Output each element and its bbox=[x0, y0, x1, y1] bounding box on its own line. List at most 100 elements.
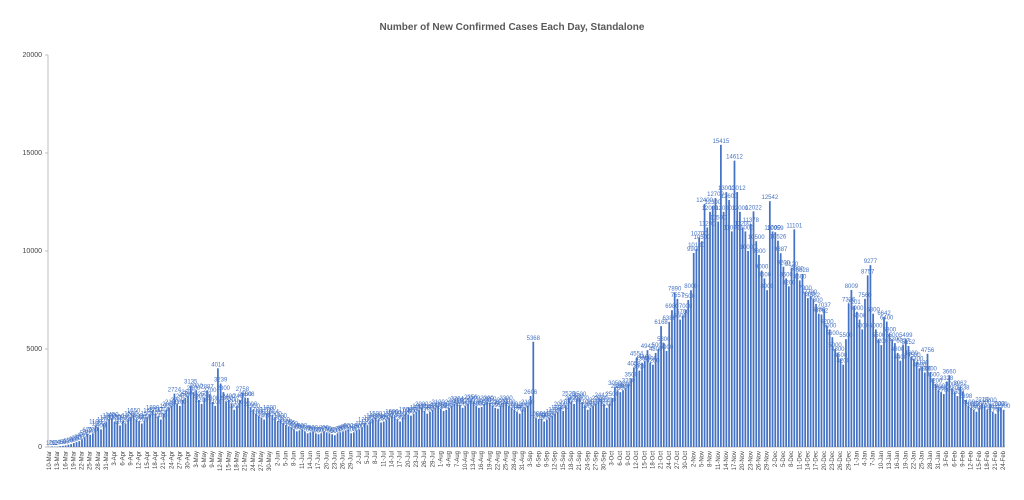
bar bbox=[918, 368, 921, 447]
value-label: 5500 bbox=[885, 333, 899, 339]
value-label: 1700 bbox=[399, 408, 413, 414]
bar bbox=[195, 390, 198, 447]
x-tick-label: 5-Jun bbox=[283, 451, 289, 466]
bar bbox=[975, 411, 978, 447]
value-label: 2900 bbox=[189, 384, 203, 390]
bar bbox=[600, 399, 603, 447]
bar bbox=[774, 232, 777, 447]
bar bbox=[391, 415, 393, 447]
value-label: 2300 bbox=[219, 396, 233, 402]
bar bbox=[314, 433, 317, 447]
bar bbox=[488, 402, 491, 447]
bar bbox=[83, 437, 86, 447]
value-label: 1350 bbox=[372, 415, 386, 421]
bar bbox=[453, 403, 456, 447]
value-label: 1300 bbox=[100, 416, 114, 422]
value-label: 2100 bbox=[431, 400, 445, 406]
value-label: 1400 bbox=[380, 414, 394, 420]
value-label: 2000 bbox=[489, 402, 503, 408]
bar bbox=[717, 221, 720, 447]
value-label: 2900 bbox=[616, 384, 630, 390]
bar bbox=[105, 421, 108, 447]
bar bbox=[630, 378, 633, 447]
x-tick-label: 20-Dec bbox=[822, 451, 828, 470]
x-tick-label: 3-Sep bbox=[528, 450, 534, 467]
value-label: 3500 bbox=[926, 372, 940, 378]
bar bbox=[507, 405, 510, 447]
bar bbox=[989, 403, 991, 447]
bar bbox=[755, 241, 758, 447]
value-label: 1700 bbox=[513, 408, 527, 414]
value-label: 1400 bbox=[130, 414, 144, 420]
bar bbox=[146, 417, 149, 447]
x-tick-label: 10-Aug bbox=[463, 451, 469, 470]
bar bbox=[711, 205, 714, 447]
bar bbox=[554, 413, 556, 447]
x-tick-label: 26-Nov bbox=[757, 451, 763, 470]
value-label: 2200 bbox=[170, 398, 184, 404]
value-label: 650 bbox=[327, 428, 338, 434]
y-tick-label: 0 bbox=[38, 444, 42, 451]
value-label: 7560 bbox=[858, 293, 872, 299]
value-label: 1900 bbox=[426, 404, 440, 410]
bar bbox=[249, 407, 252, 447]
value-label: 2250 bbox=[483, 397, 497, 403]
x-tick-label: 21-May bbox=[243, 451, 249, 471]
x-tick-label: 2-Jun bbox=[275, 451, 281, 466]
value-label: 1700 bbox=[149, 408, 163, 414]
x-tick-label: 9-Sep bbox=[544, 450, 550, 467]
value-label: 60 bbox=[60, 440, 67, 446]
bar bbox=[703, 203, 706, 447]
bar bbox=[608, 403, 611, 447]
value-label: 13012 bbox=[729, 186, 746, 192]
x-tick-label: 3-Oct bbox=[610, 451, 616, 466]
value-label: 1200 bbox=[358, 417, 372, 423]
value-label: 2100 bbox=[209, 400, 223, 406]
x-tick-label: 22-Mar bbox=[80, 451, 86, 470]
value-label: 1500 bbox=[268, 412, 282, 418]
x-tick-label: 28-Jan bbox=[928, 451, 934, 469]
bar bbox=[684, 309, 687, 447]
value-label: 2219 bbox=[975, 398, 989, 404]
value-label: 700 bbox=[88, 427, 99, 433]
value-label: 2200 bbox=[603, 398, 617, 404]
value-label: 2100 bbox=[445, 400, 459, 406]
value-label: 2887 bbox=[200, 384, 214, 390]
value-label: 900 bbox=[343, 423, 354, 429]
value-label: 1900 bbox=[228, 404, 242, 410]
bar bbox=[845, 339, 847, 447]
bar bbox=[236, 405, 238, 447]
value-label: 1900 bbox=[581, 404, 595, 410]
value-label: 2100 bbox=[173, 400, 187, 406]
bar bbox=[880, 345, 883, 447]
x-tick-label: 18-Feb bbox=[985, 450, 991, 470]
x-tick-label: 2-Dec bbox=[773, 451, 779, 467]
bar bbox=[986, 409, 989, 447]
bar bbox=[94, 425, 97, 447]
value-label: 7700 bbox=[804, 290, 818, 296]
value-label: 3135 bbox=[184, 380, 198, 386]
value-label: 6762 bbox=[815, 308, 829, 314]
bar bbox=[790, 268, 793, 447]
value-label: 29 bbox=[49, 440, 56, 446]
bar bbox=[301, 429, 304, 447]
value-label: 2022 bbox=[992, 401, 1006, 407]
value-label: 1300 bbox=[537, 416, 551, 422]
bar bbox=[997, 407, 1000, 447]
value-label: 3000 bbox=[945, 382, 959, 388]
bar bbox=[140, 423, 143, 447]
bar bbox=[127, 419, 130, 447]
bar bbox=[972, 409, 975, 447]
bar bbox=[184, 398, 187, 447]
value-label: 2200 bbox=[448, 398, 462, 404]
bar bbox=[910, 356, 913, 447]
bar bbox=[671, 310, 673, 447]
value-label: 10500 bbox=[694, 235, 711, 241]
bar bbox=[635, 357, 638, 447]
x-tick-label: 24-Feb bbox=[1001, 450, 1007, 470]
x-tick-label: 14-Jun bbox=[308, 451, 314, 469]
bar bbox=[915, 362, 918, 447]
bar bbox=[883, 316, 885, 447]
bar bbox=[978, 407, 981, 447]
value-label: 1100 bbox=[114, 419, 128, 425]
